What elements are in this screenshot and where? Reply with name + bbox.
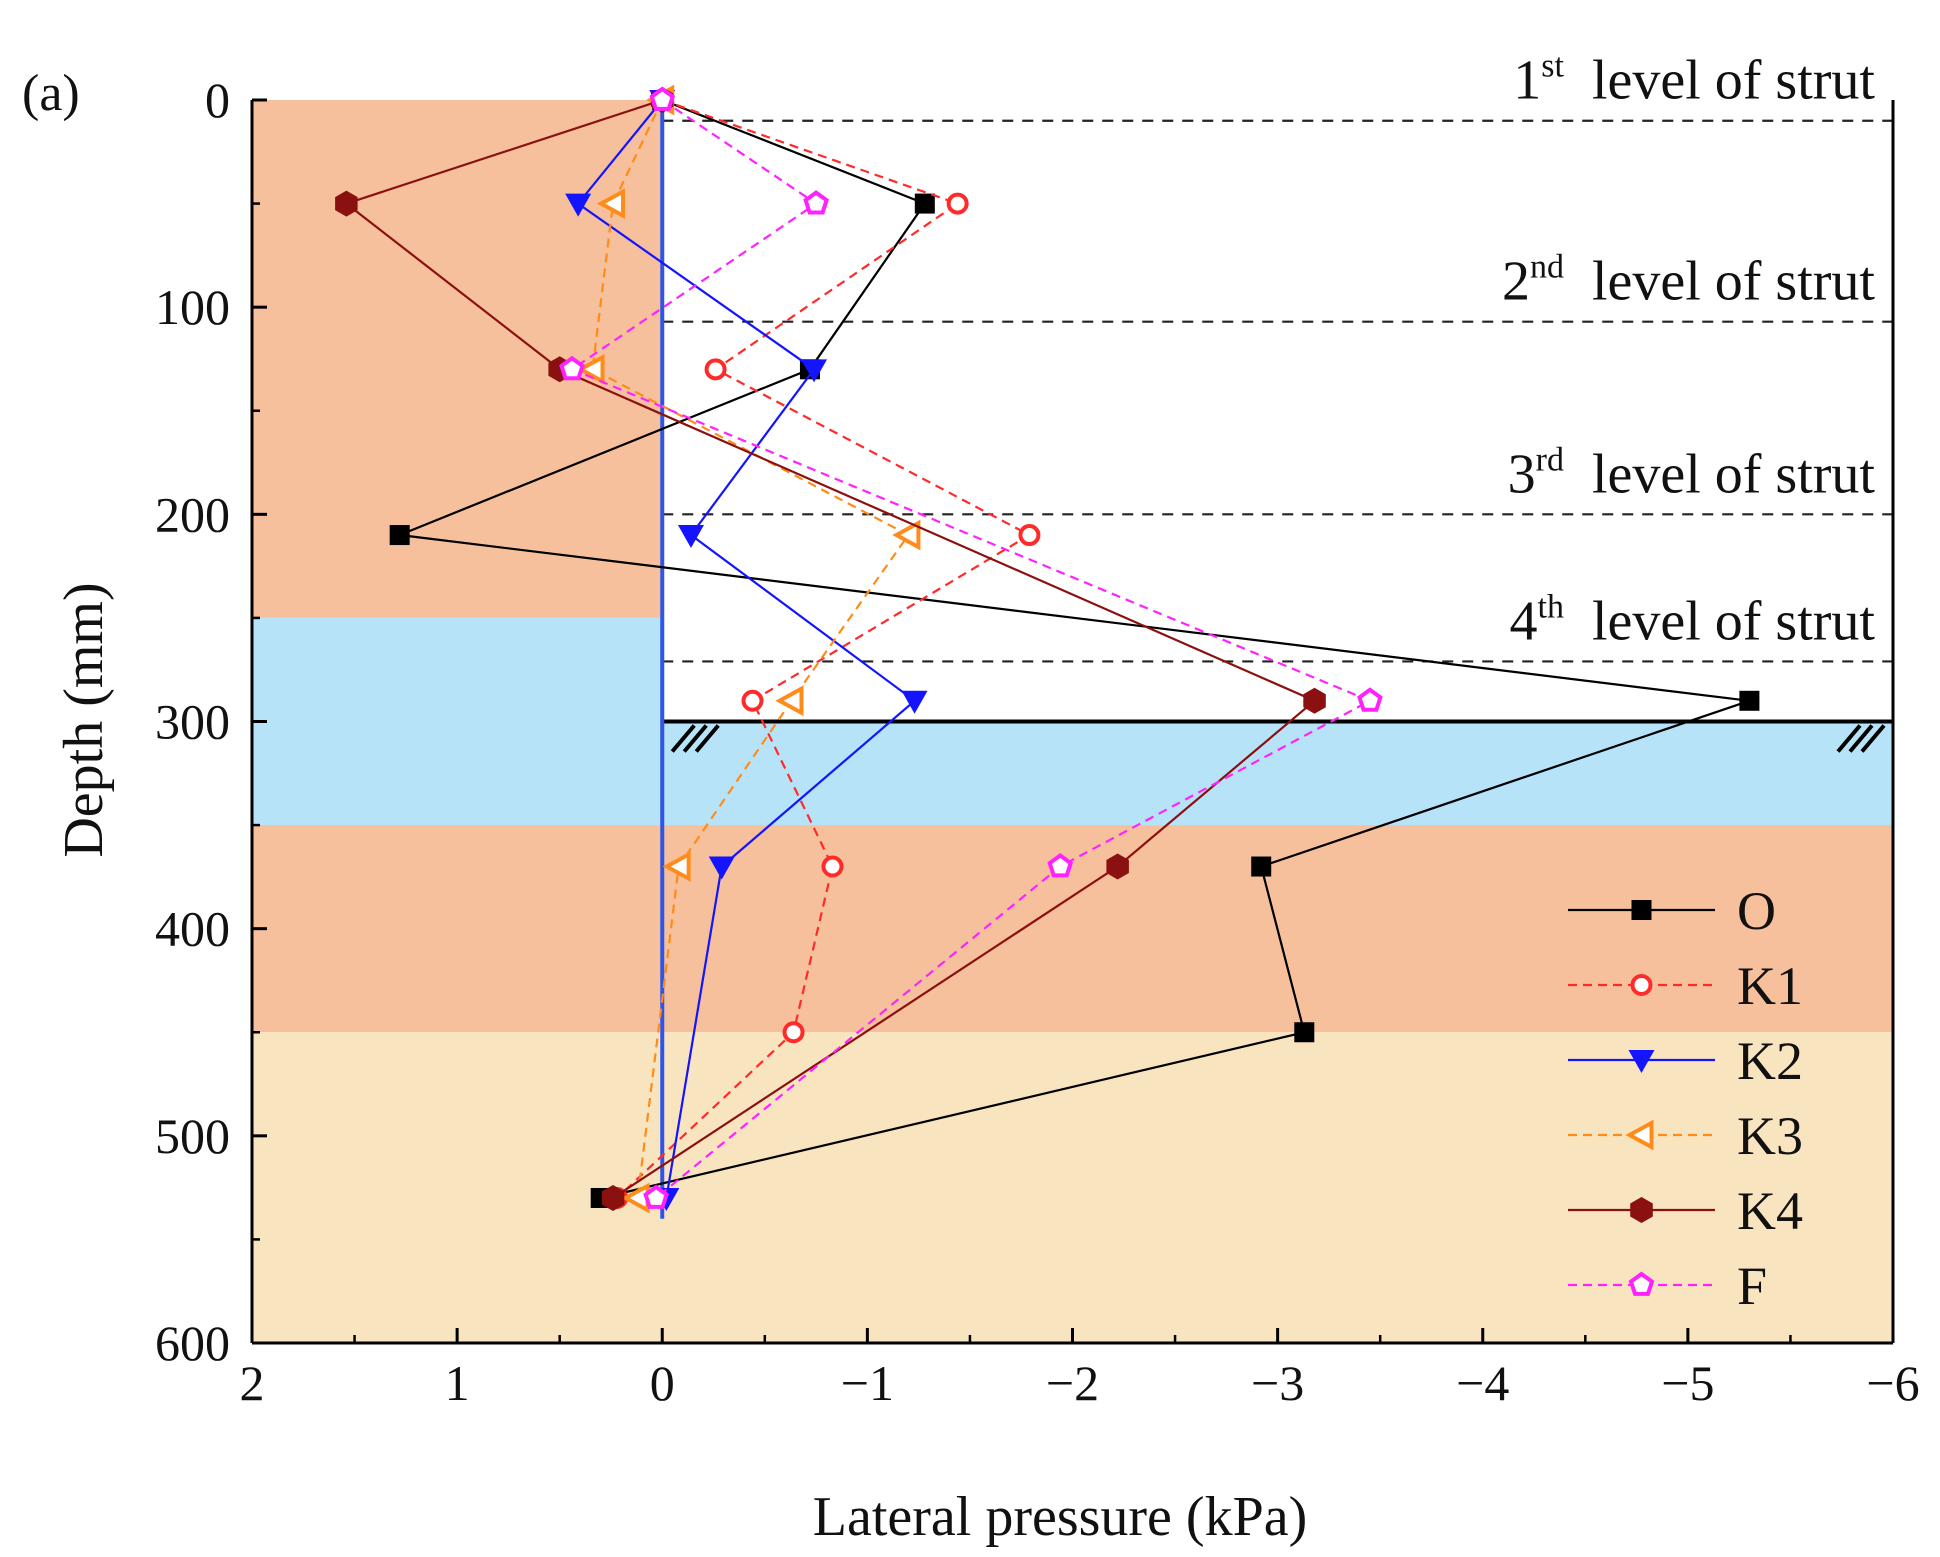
x-tick-label: −2 [1046, 1355, 1099, 1411]
y-tick-label: 400 [155, 901, 230, 957]
series-line-O [395, 98, 1750, 1200]
point-O-4 [1739, 690, 1760, 711]
strut-label-1: 1st level of strut [1513, 48, 1875, 112]
panel-label: (a) [22, 65, 80, 122]
strut-level-lines: 1st level of strut 2nd level of strut 3rd … [662, 48, 1893, 663]
x-axis-title: Lateral pressure (kPa) [813, 1486, 1307, 1548]
point-K2-3 [677, 525, 704, 549]
point-K2-2 [801, 359, 828, 383]
legend-marker-K2 [1628, 1050, 1655, 1073]
point-O-1 [914, 193, 935, 214]
point-K4-3 [1303, 687, 1326, 714]
point-K3-5 [662, 851, 691, 882]
ground-hatch-0-1 [682, 724, 708, 753]
x-tick-label: −4 [1456, 1355, 1509, 1411]
legend-marker-O [1631, 900, 1652, 920]
point-K3-4 [775, 685, 804, 717]
ground-hatch-1-1 [1848, 724, 1874, 753]
point-F-4 [1047, 853, 1074, 878]
legend-label-O: O [1737, 881, 1776, 941]
series-line-F [569, 99, 1373, 1199]
y-tick-label: 300 [155, 694, 230, 750]
axes: 2 1 0 −1 −2 −3 −4 −5 −6 0 100 200 300 400 500 600 [155, 72, 1920, 1411]
point-K4-1 [335, 190, 358, 217]
x-tick-label: −1 [841, 1355, 894, 1411]
point-K3-2 [576, 353, 605, 385]
point-K2-5 [708, 856, 735, 880]
point-K3-1 [596, 188, 626, 219]
point-F-1 [803, 190, 829, 215]
y-tick-label: 100 [155, 279, 230, 335]
y-tick-label: 0 [205, 72, 230, 128]
legend-label-K3: K3 [1737, 1106, 1803, 1166]
ground-hatch-0-2 [694, 724, 720, 753]
strut-label-2: 2nd level of strut [1502, 249, 1875, 313]
point-K1-1 [946, 192, 969, 215]
point-K1-4 [741, 689, 764, 712]
point-K1-2 [704, 358, 727, 381]
x-tick-label: −3 [1251, 1355, 1304, 1411]
legend-label-K1: K1 [1737, 956, 1803, 1016]
strut-label-3: 3rd level of strut [1508, 441, 1876, 505]
y-tick-label: 200 [155, 486, 230, 542]
y-tick-label: 600 [155, 1315, 230, 1371]
soil-layer-1 [252, 617, 663, 826]
ground-hatch-1-2 [1860, 724, 1886, 753]
legend-marker-K4 [1630, 1197, 1653, 1223]
legend-label-K2: K2 [1737, 1031, 1803, 1091]
point-F-0 [649, 86, 676, 111]
legend-label-F: F [1737, 1256, 1767, 1316]
soil-layer-2 [662, 721, 1893, 826]
x-tick-label: −6 [1866, 1355, 1919, 1411]
x-tick-label: 1 [445, 1355, 470, 1411]
ground-hatch-0-0 [670, 724, 696, 753]
strut-label-4: 4th level of strut [1510, 588, 1876, 652]
point-F-5 [643, 1184, 669, 1209]
point-K1-3 [1018, 524, 1041, 547]
point-O-3 [389, 525, 410, 546]
legend-label-K4: K4 [1737, 1181, 1803, 1241]
point-O-5 [1251, 856, 1272, 877]
legend-marker-K1 [1630, 974, 1653, 996]
legend-marker-K3 [1625, 1119, 1654, 1151]
y-axis-title: Depth (mm) [53, 582, 115, 857]
ground-hatch-1-0 [1836, 724, 1862, 753]
x-tick-label: 0 [650, 1355, 675, 1411]
point-F-2 [559, 355, 585, 381]
series-line-K1 [616, 98, 1032, 1199]
point-K4-5 [601, 1185, 625, 1211]
series-line-K4 [344, 98, 1317, 1199]
point-K1-5 [821, 855, 844, 878]
point-O-6 [1294, 1022, 1315, 1043]
legend: O K1 K2 K3 K4 F [1568, 881, 1803, 1316]
legend-marker-F [1628, 1271, 1655, 1296]
series-F [559, 86, 1383, 1209]
point-F-3 [1357, 687, 1383, 712]
point-K2-4 [901, 690, 928, 714]
data-series [335, 84, 1760, 1214]
x-tick-label: −5 [1661, 1355, 1714, 1411]
x-tick-label: 2 [240, 1355, 265, 1411]
point-K3-3 [892, 519, 921, 551]
y-tick-label: 500 [155, 1108, 230, 1164]
point-K2-1 [565, 193, 592, 217]
point-K1-6 [782, 1021, 805, 1044]
soil-layer-4 [252, 1032, 1893, 1343]
point-K4-4 [1106, 853, 1129, 880]
soil-layer-3 [252, 825, 1893, 1033]
